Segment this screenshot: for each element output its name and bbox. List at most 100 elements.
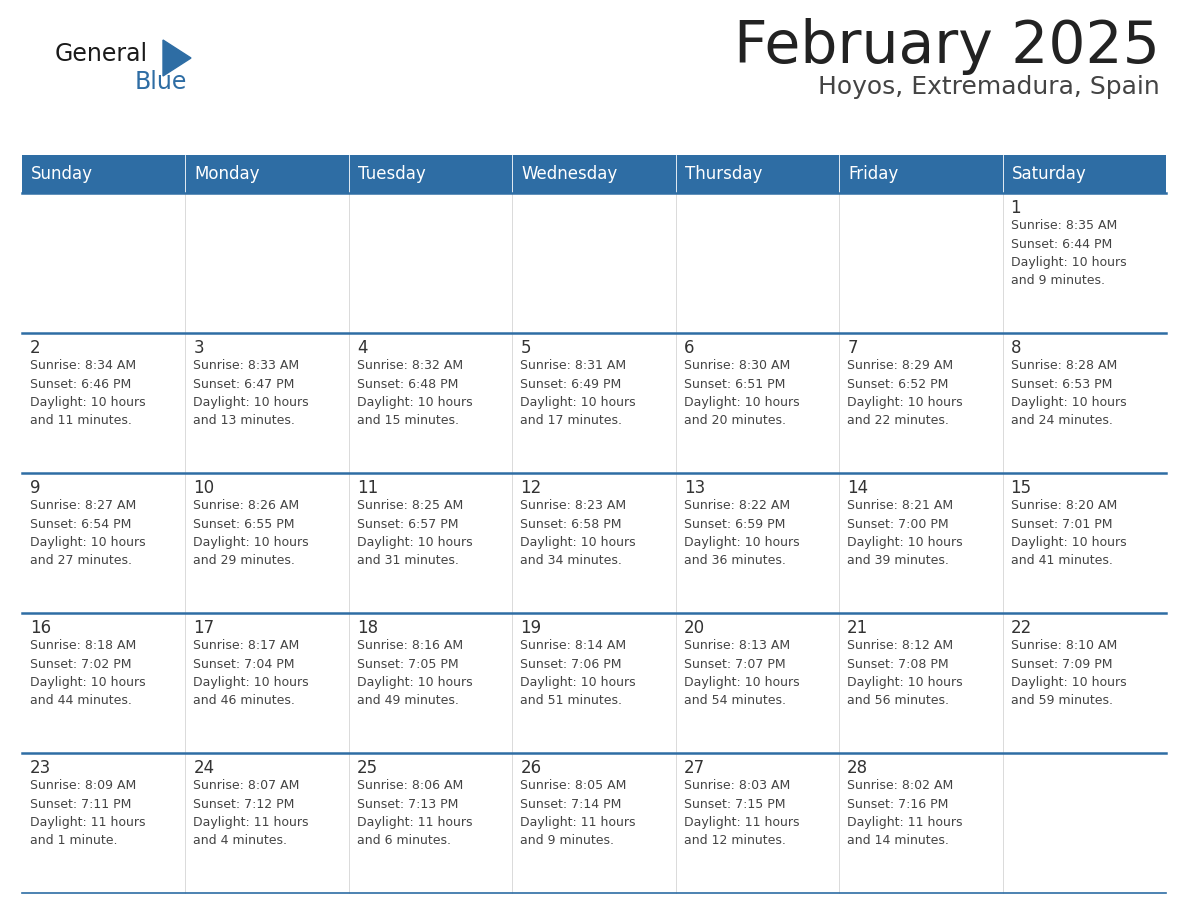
Text: Sunrise: 8:21 AM
Sunset: 7:00 PM
Daylight: 10 hours
and 39 minutes.: Sunrise: 8:21 AM Sunset: 7:00 PM Dayligh… — [847, 499, 962, 567]
Text: 9: 9 — [30, 479, 40, 497]
Bar — [185, 193, 349, 333]
Bar — [676, 193, 839, 333]
Bar — [349, 473, 512, 613]
Text: 2: 2 — [30, 339, 40, 357]
Bar — [349, 155, 512, 193]
Text: Sunrise: 8:14 AM
Sunset: 7:06 PM
Daylight: 10 hours
and 51 minutes.: Sunrise: 8:14 AM Sunset: 7:06 PM Dayligh… — [520, 639, 636, 708]
Text: Sunrise: 8:20 AM
Sunset: 7:01 PM
Daylight: 10 hours
and 41 minutes.: Sunrise: 8:20 AM Sunset: 7:01 PM Dayligh… — [1011, 499, 1126, 567]
Text: Sunrise: 8:17 AM
Sunset: 7:04 PM
Daylight: 10 hours
and 46 minutes.: Sunrise: 8:17 AM Sunset: 7:04 PM Dayligh… — [194, 639, 309, 708]
Text: 18: 18 — [356, 619, 378, 637]
Text: Wednesday: Wednesday — [522, 165, 618, 183]
Bar — [676, 753, 839, 893]
Bar — [839, 193, 1003, 333]
Bar — [512, 333, 676, 473]
Bar — [1003, 473, 1165, 613]
Text: 7: 7 — [847, 339, 858, 357]
Text: Sunrise: 8:32 AM
Sunset: 6:48 PM
Daylight: 10 hours
and 15 minutes.: Sunrise: 8:32 AM Sunset: 6:48 PM Dayligh… — [356, 359, 473, 428]
Text: Sunrise: 8:06 AM
Sunset: 7:13 PM
Daylight: 11 hours
and 6 minutes.: Sunrise: 8:06 AM Sunset: 7:13 PM Dayligh… — [356, 779, 473, 847]
Text: Sunrise: 8:33 AM
Sunset: 6:47 PM
Daylight: 10 hours
and 13 minutes.: Sunrise: 8:33 AM Sunset: 6:47 PM Dayligh… — [194, 359, 309, 428]
Text: Sunrise: 8:02 AM
Sunset: 7:16 PM
Daylight: 11 hours
and 14 minutes.: Sunrise: 8:02 AM Sunset: 7:16 PM Dayligh… — [847, 779, 962, 847]
Text: 3: 3 — [194, 339, 204, 357]
Bar — [839, 473, 1003, 613]
Text: Sunrise: 8:23 AM
Sunset: 6:58 PM
Daylight: 10 hours
and 34 minutes.: Sunrise: 8:23 AM Sunset: 6:58 PM Dayligh… — [520, 499, 636, 567]
Text: Sunrise: 8:30 AM
Sunset: 6:51 PM
Daylight: 10 hours
and 20 minutes.: Sunrise: 8:30 AM Sunset: 6:51 PM Dayligh… — [684, 359, 800, 428]
Text: Saturday: Saturday — [1011, 165, 1086, 183]
Bar — [349, 333, 512, 473]
Text: Sunrise: 8:28 AM
Sunset: 6:53 PM
Daylight: 10 hours
and 24 minutes.: Sunrise: 8:28 AM Sunset: 6:53 PM Dayligh… — [1011, 359, 1126, 428]
Text: Sunday: Sunday — [31, 165, 93, 183]
Bar — [676, 613, 839, 753]
Bar — [23, 473, 185, 613]
Bar — [676, 473, 839, 613]
Bar — [676, 333, 839, 473]
Bar — [185, 473, 349, 613]
Text: 14: 14 — [847, 479, 868, 497]
Text: Sunrise: 8:05 AM
Sunset: 7:14 PM
Daylight: 11 hours
and 9 minutes.: Sunrise: 8:05 AM Sunset: 7:14 PM Dayligh… — [520, 779, 636, 847]
Text: 26: 26 — [520, 759, 542, 777]
Text: 6: 6 — [684, 339, 694, 357]
Bar — [23, 753, 185, 893]
Bar — [839, 753, 1003, 893]
Bar — [676, 155, 839, 193]
Text: 17: 17 — [194, 619, 215, 637]
Text: 23: 23 — [30, 759, 51, 777]
Text: Sunrise: 8:26 AM
Sunset: 6:55 PM
Daylight: 10 hours
and 29 minutes.: Sunrise: 8:26 AM Sunset: 6:55 PM Dayligh… — [194, 499, 309, 567]
Bar — [185, 155, 349, 193]
Bar — [839, 333, 1003, 473]
Text: Sunrise: 8:31 AM
Sunset: 6:49 PM
Daylight: 10 hours
and 17 minutes.: Sunrise: 8:31 AM Sunset: 6:49 PM Dayligh… — [520, 359, 636, 428]
Bar — [1003, 193, 1165, 333]
Bar — [512, 753, 676, 893]
Text: Sunrise: 8:03 AM
Sunset: 7:15 PM
Daylight: 11 hours
and 12 minutes.: Sunrise: 8:03 AM Sunset: 7:15 PM Dayligh… — [684, 779, 800, 847]
Bar — [512, 155, 676, 193]
Bar — [512, 473, 676, 613]
Bar — [839, 613, 1003, 753]
Text: Sunrise: 8:16 AM
Sunset: 7:05 PM
Daylight: 10 hours
and 49 minutes.: Sunrise: 8:16 AM Sunset: 7:05 PM Dayligh… — [356, 639, 473, 708]
Text: 11: 11 — [356, 479, 378, 497]
Text: 24: 24 — [194, 759, 215, 777]
Text: 12: 12 — [520, 479, 542, 497]
Text: Sunrise: 8:25 AM
Sunset: 6:57 PM
Daylight: 10 hours
and 31 minutes.: Sunrise: 8:25 AM Sunset: 6:57 PM Dayligh… — [356, 499, 473, 567]
Text: 5: 5 — [520, 339, 531, 357]
Bar — [1003, 155, 1165, 193]
Bar — [23, 613, 185, 753]
Text: Friday: Friday — [848, 165, 898, 183]
Bar — [1003, 333, 1165, 473]
Text: Hoyos, Extremadura, Spain: Hoyos, Extremadura, Spain — [819, 75, 1159, 99]
Bar — [349, 753, 512, 893]
Text: 16: 16 — [30, 619, 51, 637]
Text: General: General — [55, 42, 148, 66]
Bar — [23, 155, 185, 193]
Polygon shape — [163, 40, 191, 76]
Text: Sunrise: 8:29 AM
Sunset: 6:52 PM
Daylight: 10 hours
and 22 minutes.: Sunrise: 8:29 AM Sunset: 6:52 PM Dayligh… — [847, 359, 962, 428]
Bar — [512, 193, 676, 333]
Bar — [1003, 753, 1165, 893]
Text: 22: 22 — [1011, 619, 1032, 637]
Text: 4: 4 — [356, 339, 367, 357]
Text: 27: 27 — [684, 759, 704, 777]
Text: Sunrise: 8:27 AM
Sunset: 6:54 PM
Daylight: 10 hours
and 27 minutes.: Sunrise: 8:27 AM Sunset: 6:54 PM Dayligh… — [30, 499, 146, 567]
Bar — [1003, 613, 1165, 753]
Text: February 2025: February 2025 — [734, 18, 1159, 75]
Text: 10: 10 — [194, 479, 215, 497]
Text: Sunrise: 8:22 AM
Sunset: 6:59 PM
Daylight: 10 hours
and 36 minutes.: Sunrise: 8:22 AM Sunset: 6:59 PM Dayligh… — [684, 499, 800, 567]
Bar — [349, 613, 512, 753]
Bar — [185, 333, 349, 473]
Text: Sunrise: 8:13 AM
Sunset: 7:07 PM
Daylight: 10 hours
and 54 minutes.: Sunrise: 8:13 AM Sunset: 7:07 PM Dayligh… — [684, 639, 800, 708]
Text: 19: 19 — [520, 619, 542, 637]
Text: 8: 8 — [1011, 339, 1020, 357]
Text: Monday: Monday — [195, 165, 260, 183]
Bar — [185, 753, 349, 893]
Text: 21: 21 — [847, 619, 868, 637]
Text: 28: 28 — [847, 759, 868, 777]
Text: Sunrise: 8:35 AM
Sunset: 6:44 PM
Daylight: 10 hours
and 9 minutes.: Sunrise: 8:35 AM Sunset: 6:44 PM Dayligh… — [1011, 219, 1126, 287]
Text: 20: 20 — [684, 619, 704, 637]
Text: Tuesday: Tuesday — [358, 165, 425, 183]
Bar — [23, 193, 185, 333]
Bar — [349, 193, 512, 333]
Bar — [23, 333, 185, 473]
Bar — [839, 155, 1003, 193]
Text: Sunrise: 8:12 AM
Sunset: 7:08 PM
Daylight: 10 hours
and 56 minutes.: Sunrise: 8:12 AM Sunset: 7:08 PM Dayligh… — [847, 639, 962, 708]
Text: Sunrise: 8:18 AM
Sunset: 7:02 PM
Daylight: 10 hours
and 44 minutes.: Sunrise: 8:18 AM Sunset: 7:02 PM Dayligh… — [30, 639, 146, 708]
Bar — [185, 613, 349, 753]
Text: 1: 1 — [1011, 199, 1022, 217]
